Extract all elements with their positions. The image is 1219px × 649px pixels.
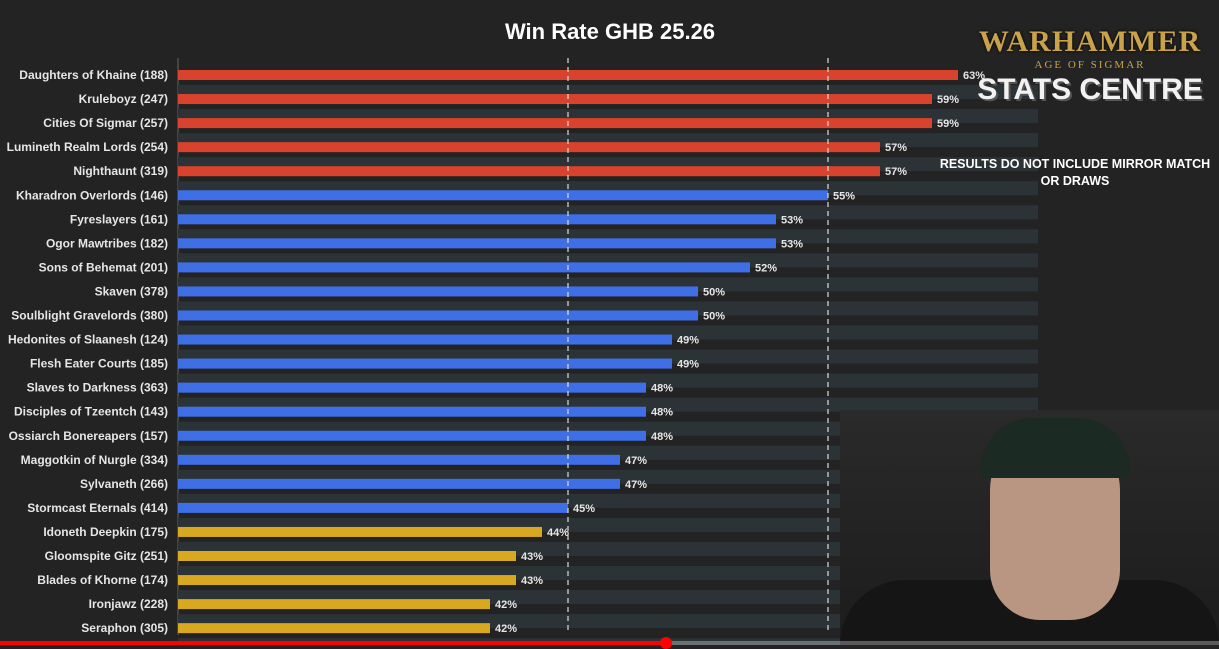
bar	[178, 190, 828, 201]
category-label: Seraphon (305)	[81, 621, 168, 635]
results-note: RESULTS DO NOT INCLUDE MIRROR MATCH OR D…	[939, 157, 1211, 188]
value-label: 55%	[833, 190, 855, 202]
chart-title: Win Rate GHB 25.26	[504, 19, 716, 44]
bar	[178, 286, 698, 297]
value-label: 42%	[495, 623, 517, 635]
category-label: Sons of Behemat (201)	[39, 260, 168, 274]
logo-stats-centre: STATS CENTRE	[977, 73, 1203, 106]
value-label: 45%	[573, 503, 595, 515]
bar	[178, 358, 672, 369]
value-label: 50%	[703, 286, 725, 298]
category-label: Ironjawz (228)	[89, 597, 168, 611]
video-progress-fill	[0, 641, 666, 645]
video-scrubber-handle[interactable]	[659, 637, 672, 649]
bar	[178, 406, 646, 417]
value-label: 48%	[651, 407, 673, 419]
category-label: Kharadron Overlords (146)	[16, 188, 168, 202]
value-label: 52%	[755, 262, 777, 274]
value-label: 57%	[885, 166, 907, 178]
value-label: 43%	[521, 551, 543, 563]
category-label: Ogor Mawtribes (182)	[46, 236, 168, 250]
presenter-webcam	[840, 410, 1219, 645]
category-label: Idoneth Deepkin (175)	[43, 525, 168, 539]
bar	[178, 238, 776, 249]
category-label: Fyreslayers (161)	[70, 212, 168, 226]
category-label: Skaven (378)	[95, 284, 168, 298]
value-label: 59%	[937, 118, 959, 130]
bar	[178, 526, 542, 537]
category-label: Gloomspite Gitz (251)	[45, 549, 168, 563]
bar	[178, 118, 932, 129]
category-label: Flesh Eater Courts (185)	[30, 357, 168, 371]
value-label: 59%	[937, 94, 959, 106]
bar	[178, 334, 672, 345]
value-label: 47%	[625, 479, 647, 491]
value-label: 48%	[651, 383, 673, 395]
stats-centre-logo: WARHAMMER AGE OF SIGMAR STATS CENTRE	[965, 26, 1215, 108]
bar	[178, 142, 880, 153]
category-label: Ossiarch Bonereapers (157)	[9, 429, 168, 443]
category-label: Soulblight Gravelords (380)	[11, 309, 168, 323]
bar	[178, 382, 646, 393]
category-label: Blades of Khorne (174)	[37, 573, 168, 587]
category-label: Disciples of Tzeentch (143)	[14, 405, 168, 419]
value-label: 50%	[703, 311, 725, 323]
value-label: 53%	[781, 238, 803, 250]
bar	[178, 623, 490, 634]
category-label: Maggotkin of Nurgle (334)	[21, 453, 168, 467]
bar	[178, 166, 880, 177]
bar	[178, 551, 516, 561]
presenter-cap	[980, 418, 1130, 478]
category-label: Lumineth Realm Lords (254)	[7, 140, 168, 154]
value-label: 57%	[885, 142, 907, 154]
bar	[178, 310, 698, 321]
category-label: Hedonites of Slaanesh (124)	[8, 333, 168, 347]
value-label: 43%	[521, 575, 543, 587]
category-label: Stormcast Eternals (414)	[27, 501, 168, 515]
value-label: 63%	[963, 70, 985, 82]
video-progress-bar[interactable]	[0, 637, 1219, 649]
bar	[178, 430, 646, 441]
bar	[178, 599, 490, 610]
value-label: 42%	[495, 599, 517, 611]
bar	[178, 454, 620, 465]
category-label: Nighthaunt (319)	[73, 164, 168, 178]
value-label: 49%	[677, 335, 699, 347]
value-label: 48%	[651, 431, 673, 443]
category-label: Slaves to Darkness (363)	[27, 381, 168, 395]
category-label: Daughters of Khaine (188)	[19, 68, 168, 82]
logo-age-of-sigmar: AGE OF SIGMAR	[1034, 59, 1146, 71]
logo-warhammer: WARHAMMER	[978, 25, 1202, 58]
value-label: 47%	[625, 455, 647, 467]
bar	[178, 214, 776, 225]
bar	[178, 94, 932, 105]
bar	[178, 502, 568, 513]
category-label: Sylvaneth (266)	[80, 477, 168, 491]
value-label: 49%	[677, 359, 699, 371]
bar	[178, 478, 620, 489]
bar	[178, 70, 958, 80]
value-label: 53%	[781, 214, 803, 226]
category-label: Cities Of Sigmar (257)	[43, 116, 168, 130]
value-label: 44%	[547, 527, 569, 539]
bar	[178, 575, 516, 586]
bar	[178, 262, 750, 273]
category-label: Kruleboyz (247)	[79, 92, 168, 106]
